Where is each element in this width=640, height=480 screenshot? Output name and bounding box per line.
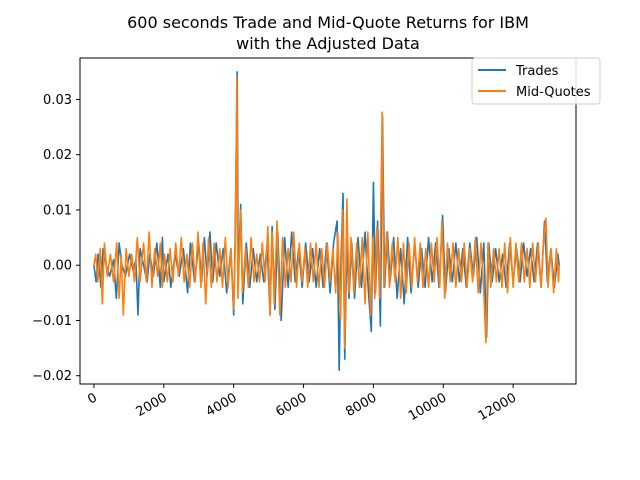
legend: Trades Mid-Quotes bbox=[471, 57, 601, 105]
y-tick-label: 0.02 bbox=[43, 148, 72, 163]
legend-label: Mid-Quotes bbox=[516, 85, 591, 100]
y-tick-label: 0.03 bbox=[43, 93, 72, 108]
y-tick-label: 0.00 bbox=[43, 259, 72, 274]
x-tick-label: 10000 bbox=[406, 390, 449, 424]
series-line-trades bbox=[93, 71, 561, 371]
x-tick-label: 6000 bbox=[273, 390, 309, 420]
series-layer bbox=[93, 71, 561, 371]
y-tick-label: −0.01 bbox=[32, 314, 72, 329]
x-tick-label: 12000 bbox=[476, 390, 519, 424]
axes-layer: −0.02 −0.01 0.00 0.01 0.02 0.03 0 2000 4000 6000 8… bbox=[32, 57, 577, 424]
x-tick-label: 2000 bbox=[134, 390, 170, 420]
chart-title: 600 seconds Trade and Mid-Quote Returns … bbox=[127, 13, 529, 32]
x-tick-label: 8000 bbox=[343, 390, 379, 420]
y-tick-label: 0.01 bbox=[43, 203, 72, 218]
plot-frame bbox=[79, 57, 577, 385]
x-tick-label: 0 bbox=[85, 390, 100, 407]
legend-label: Trades bbox=[515, 64, 559, 79]
y-tick-label: −0.02 bbox=[32, 369, 72, 384]
x-tick-label: 4000 bbox=[204, 390, 240, 420]
chart-subtitle: with the Adjusted Data bbox=[236, 34, 420, 53]
series-line-mid-quotes bbox=[93, 76, 561, 349]
